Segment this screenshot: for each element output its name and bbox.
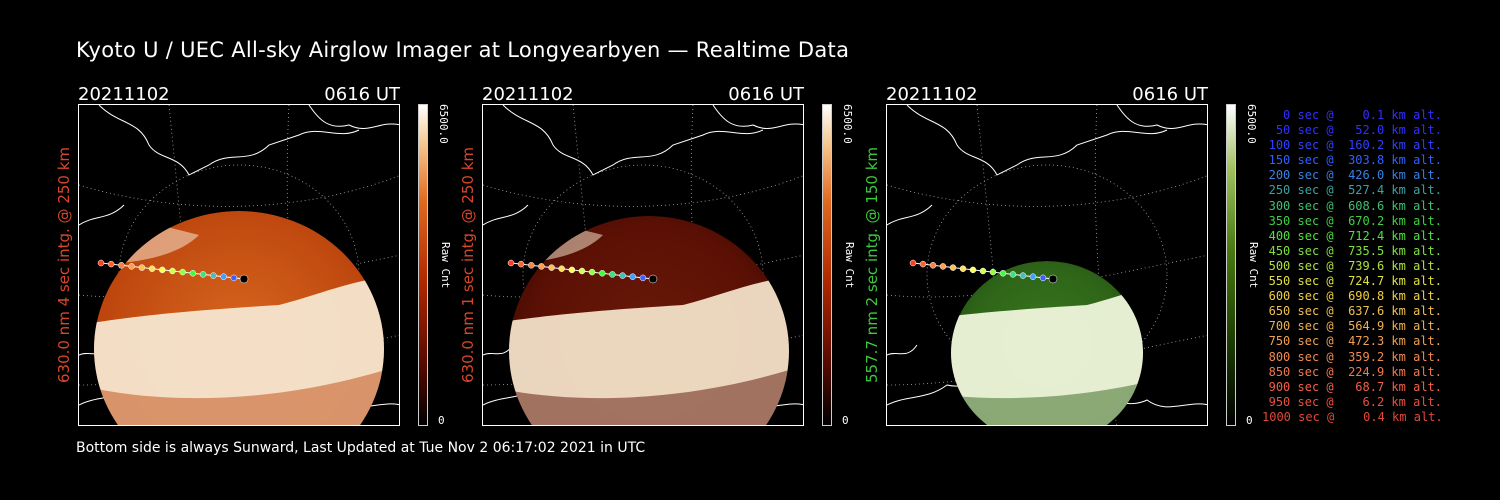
station-marker bbox=[648, 274, 658, 284]
colorbar-max-label: 6500.0 bbox=[841, 104, 854, 144]
colorbar-min-label: 0 bbox=[842, 414, 849, 427]
trajectory-point bbox=[107, 260, 115, 268]
trajectory-point bbox=[97, 259, 105, 267]
colorbar bbox=[822, 104, 832, 426]
trajectory-point bbox=[578, 267, 586, 275]
station-marker bbox=[239, 274, 249, 284]
allsky-image bbox=[482, 104, 804, 426]
trajectory-point bbox=[568, 266, 576, 274]
trajectory-point bbox=[118, 262, 125, 269]
panel-date: 20211102 bbox=[78, 84, 170, 105]
legend-entry: 200 sec @ 426.0 km alt. bbox=[1268, 168, 1442, 183]
colorbar-unit-label: Raw Cnt bbox=[843, 242, 856, 289]
legend-entry: 300 sec @ 608.6 km alt. bbox=[1268, 198, 1442, 213]
panel-time: 0616 UT bbox=[728, 84, 804, 105]
colorbar-max-label: 6500.0 bbox=[437, 104, 450, 144]
panel-time: 0616 UT bbox=[1132, 84, 1208, 105]
trajectory bbox=[507, 259, 658, 284]
trajectory-point bbox=[609, 271, 616, 278]
trajectory-point bbox=[507, 259, 515, 267]
trajectory-point bbox=[629, 273, 636, 280]
colorbar-unit-label: Raw Cnt bbox=[439, 242, 452, 289]
legend-entry: 50 sec @ 52.0 km alt. bbox=[1275, 123, 1442, 138]
trajectory-point bbox=[220, 273, 227, 280]
legend-entry: 500 sec @ 739.6 km alt. bbox=[1268, 258, 1442, 273]
legend-entry: 100 sec @ 160.2 km alt. bbox=[1268, 138, 1442, 153]
trajectory-point bbox=[588, 268, 596, 276]
legend-entry: 350 sec @ 670.2 km alt. bbox=[1268, 213, 1442, 228]
trajectory-point bbox=[528, 262, 535, 269]
airglow-panel-3: 20211102 0616 UT bbox=[863, 84, 1286, 434]
trajectory bbox=[97, 259, 249, 284]
trajectory-point bbox=[599, 270, 606, 277]
trajectory-point bbox=[999, 270, 1007, 277]
trajectory-point bbox=[619, 272, 626, 279]
trajectory-point bbox=[929, 262, 937, 269]
legend-entry: 650 sec @ 637.6 km alt. bbox=[1268, 304, 1442, 319]
legend-entry: 900 sec @ 68.7 km alt. bbox=[1268, 379, 1442, 394]
colorbar-max-label: 6500.0 bbox=[1245, 104, 1258, 144]
trajectory-point bbox=[148, 265, 156, 272]
trajectory-point bbox=[179, 268, 186, 276]
panel-ylabel: 557.7 nm 2 sec intg. @ 150 km bbox=[863, 146, 881, 384]
airglow-panel-2: 20211102 0616 UT bbox=[459, 84, 882, 434]
trajectory-point bbox=[909, 259, 917, 267]
trajectory-point bbox=[1019, 272, 1027, 279]
allsky-image bbox=[886, 104, 1208, 426]
trajectory-point bbox=[949, 264, 957, 271]
trajectory-point bbox=[538, 263, 545, 270]
colorbar bbox=[1226, 104, 1236, 426]
colorbar-unit-label: Raw Cnt bbox=[1247, 242, 1260, 289]
trajectory-point bbox=[517, 260, 525, 268]
trajectory-point bbox=[128, 263, 135, 270]
trajectory-point bbox=[959, 265, 967, 272]
legend-entry: 250 sec @ 527.4 km alt. bbox=[1268, 183, 1442, 198]
legend-entry: 550 sec @ 724.7 km alt. bbox=[1268, 274, 1442, 289]
colorbar-min-label: 0 bbox=[1246, 414, 1253, 427]
trajectory-point bbox=[1039, 274, 1047, 282]
trajectory-point bbox=[989, 268, 997, 276]
panel-ylabel: 630.0 nm 4 sec intg. @ 250 km bbox=[55, 146, 73, 384]
legend-entry: 150 sec @ 303.8 km alt. bbox=[1268, 153, 1442, 168]
colorbar bbox=[418, 104, 428, 426]
trajectory-legend: 0 sec @ 0.1 km alt. 50 sec @ 52.0 km alt.… bbox=[1262, 108, 1443, 425]
trajectory-point bbox=[1009, 271, 1017, 278]
panel-ylabel: 630.0 nm 1 sec intg. @ 250 km bbox=[459, 146, 477, 384]
legend-entry: 750 sec @ 472.3 km alt. bbox=[1268, 334, 1442, 349]
trajectory-point bbox=[169, 267, 176, 275]
allsky-image bbox=[78, 104, 400, 426]
footer-note: Bottom side is always Sunward, Last Upda… bbox=[76, 440, 646, 456]
airglow-panel-1: 20211102 0616 UT bbox=[55, 84, 478, 434]
trajectory-point bbox=[210, 272, 217, 279]
trajectory-point bbox=[558, 265, 565, 272]
trajectory-point bbox=[939, 263, 947, 270]
panel-date: 20211102 bbox=[886, 84, 978, 105]
trajectory-point bbox=[230, 274, 238, 282]
panel-time: 0616 UT bbox=[324, 84, 400, 105]
trajectory bbox=[909, 259, 1058, 284]
legend-entry: 1000 sec @ 0.4 km alt. bbox=[1262, 409, 1443, 424]
trajectory-point bbox=[919, 260, 927, 268]
station-marker bbox=[1048, 274, 1058, 284]
legend-entry: 450 sec @ 735.5 km alt. bbox=[1268, 243, 1442, 258]
trajectory-point bbox=[189, 270, 197, 277]
trajectory-point bbox=[969, 266, 977, 274]
legend-entry: 400 sec @ 712.4 km alt. bbox=[1268, 228, 1442, 243]
trajectory-point bbox=[159, 266, 166, 274]
legend-entry: 600 sec @ 690.8 km alt. bbox=[1268, 289, 1442, 304]
panel-date: 20211102 bbox=[482, 84, 574, 105]
colorbar-min-label: 0 bbox=[438, 414, 445, 427]
legend-entry: 800 sec @ 359.2 km alt. bbox=[1268, 349, 1442, 364]
legend-entry: 700 sec @ 564.9 km alt. bbox=[1268, 319, 1442, 334]
legend-entry: 0 sec @ 0.1 km alt. bbox=[1283, 108, 1442, 122]
trajectory-point bbox=[979, 267, 987, 275]
legend-entry: 950 sec @ 6.2 km alt. bbox=[1268, 394, 1442, 409]
legend-entry: 850 sec @ 224.9 km alt. bbox=[1268, 364, 1442, 379]
trajectory-point bbox=[1029, 273, 1037, 280]
trajectory-point bbox=[199, 271, 207, 278]
page-title: Kyoto U / UEC All-sky Airglow Imager at … bbox=[76, 38, 850, 62]
trajectory-point bbox=[639, 274, 647, 282]
trajectory-point bbox=[548, 264, 555, 271]
trajectory-point bbox=[138, 264, 146, 271]
